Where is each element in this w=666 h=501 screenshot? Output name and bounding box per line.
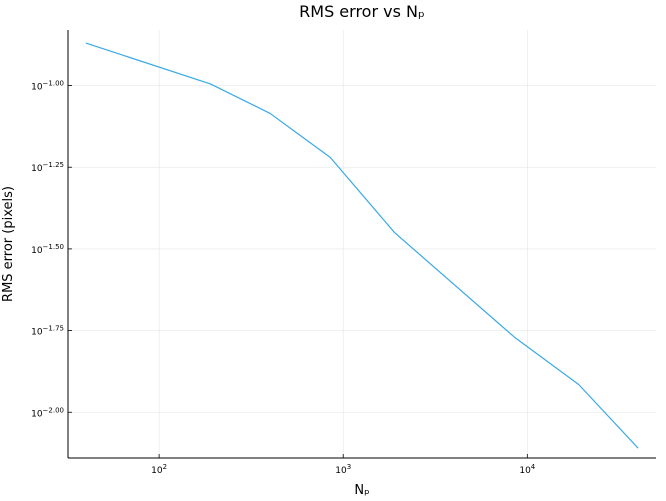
- y-tick-label-4: 10−2.00: [31, 406, 64, 419]
- y-axis-label: RMS error (pixels): [1, 186, 16, 302]
- x-tick-label-1: 103: [335, 463, 351, 476]
- data-point-0-3: [329, 156, 332, 159]
- x-tick-label-0: 102: [151, 463, 167, 476]
- y-tick-label-2: 10−1.50: [31, 243, 64, 256]
- data-point-0-1: [209, 82, 212, 85]
- chart-title: RMS error vs Nₚ: [299, 2, 425, 21]
- data-point-0-0: [84, 42, 87, 45]
- y-tick-label-0: 10−1.00: [31, 80, 64, 93]
- x-axis-label: Nₚ: [354, 483, 369, 498]
- y-tick-label-3: 10−1.75: [31, 325, 64, 338]
- data-point-0-7: [637, 447, 640, 450]
- series-layer: [84, 42, 640, 450]
- data-point-0-4: [393, 231, 396, 234]
- data-point-0-5: [513, 336, 516, 339]
- data-point-0-2: [268, 112, 271, 115]
- axes: [67, 30, 656, 459]
- data-point-0-6: [577, 383, 580, 386]
- tick-labels: 102 103 104 10−1.00 10−1.25 10−1.50 10−1.75 10−…: [31, 80, 536, 476]
- series-line-0: [85, 42, 639, 449]
- grid: [68, 30, 656, 458]
- x-tick-label-2: 104: [519, 463, 535, 476]
- y-tick-label-1: 10−1.25: [31, 161, 64, 174]
